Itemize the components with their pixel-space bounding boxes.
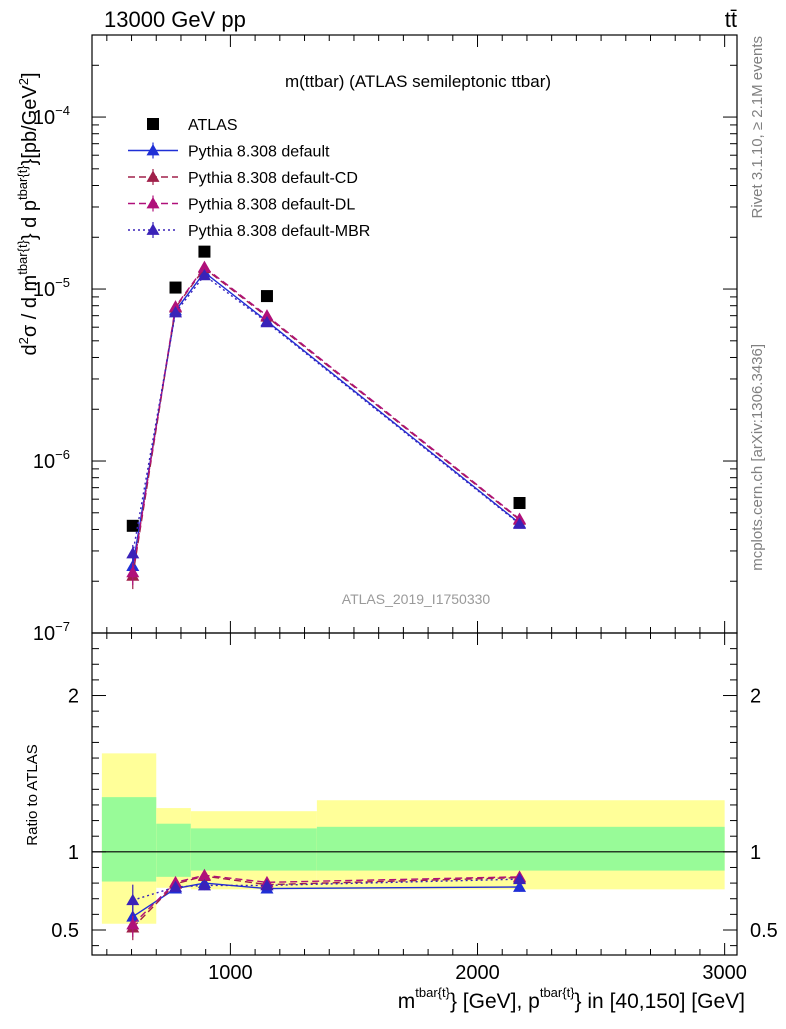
ratio-point [126,918,140,930]
x-tick-label: 1000 [208,962,253,984]
ratio-y-tick-label-right: 1 [750,842,761,864]
series-2 [126,261,527,590]
series-line [132,274,520,554]
chart-title: m(ttbar) (ATLAS semileptonic ttbar) [285,72,551,91]
data-point [197,260,211,273]
data-point [260,290,273,303]
data-point [260,309,274,321]
ratio-y-tick-label-left: 2 [68,686,79,708]
data-point [198,245,211,258]
ratio-band-inner [156,823,191,877]
series-line [132,266,520,573]
rivet-label: Rivet 3.1.10, ≥ 2.1M events [749,36,766,219]
legend-label: Pythia 8.308 default-CD [188,170,358,187]
legend-marker [146,144,160,156]
legend-label: Pythia 8.308 default-DL [188,197,355,214]
legend: ATLAS Pythia 8.308 default Pythia 8.308 de… [128,117,370,240]
data-point [513,517,527,529]
series-3 [126,260,527,586]
series-1 [126,265,527,578]
ratio-point [126,893,140,906]
series-4 [126,268,527,564]
data-point [513,497,526,510]
data-point [169,300,183,312]
ratio-band-inner [190,828,317,871]
ratio-plot-frame [91,632,738,956]
ratio-y-tick-label-right: 2 [750,686,761,708]
legend-marker [146,170,160,182]
x-axis-label: mtbar{t}} [GeV], ptbar{t}} in [40,150] [… [398,985,745,1013]
main-y-tick-label: 10−7 [33,619,70,645]
ratio-series-3 [126,872,527,916]
ratio-point [513,872,527,885]
series-0 [126,245,526,532]
data-point [169,281,182,294]
x-tick-label: 3000 [702,962,747,984]
legend-label: Pythia 8.308 default-MBR [188,223,370,240]
ratio-line [132,878,520,901]
legend-marker [147,118,159,130]
ratio-point [169,880,183,892]
data-point [126,546,140,559]
series-line [132,267,520,576]
ratio-y-tick-label-right: 0.5 [750,920,778,942]
y-axis-label: d2σ / d mtbar{t}} d ptbar{t}}[pb/GeV2] [15,72,41,355]
legend-label: Pythia 8.308 default [188,144,330,161]
ratio-y-tick-label-left: 1 [68,842,79,864]
legend-marker [146,197,160,209]
legend-label: ATLAS [188,117,238,134]
ratio-point [197,868,211,881]
header-right: tt̄ [725,7,737,32]
data-point [126,565,140,578]
ratio-band-inner [101,797,157,882]
ratio-y-label: Ratio to ATLAS [24,744,41,845]
ratio-band-inner [316,826,725,871]
data-point [197,268,211,281]
series-line [132,271,520,567]
watermark: ATLAS_2019_I1750330 [342,591,491,607]
data-point [126,519,139,532]
x-tick-label: 2000 [455,962,500,984]
data-point [169,306,183,318]
mcplots-label: mcplots.cern.ch [arXiv:1306.3436] [749,344,766,571]
ratio-y-tick-label-left: 0.5 [51,920,79,942]
main-y-tick-label: 10−6 [33,447,70,473]
ratio-point [513,880,527,892]
ratio-point [197,878,211,891]
data-point [260,315,274,328]
ratio-point [260,878,274,891]
header-left: 13000 GeV pp [104,7,246,32]
legend-marker [146,223,160,235]
